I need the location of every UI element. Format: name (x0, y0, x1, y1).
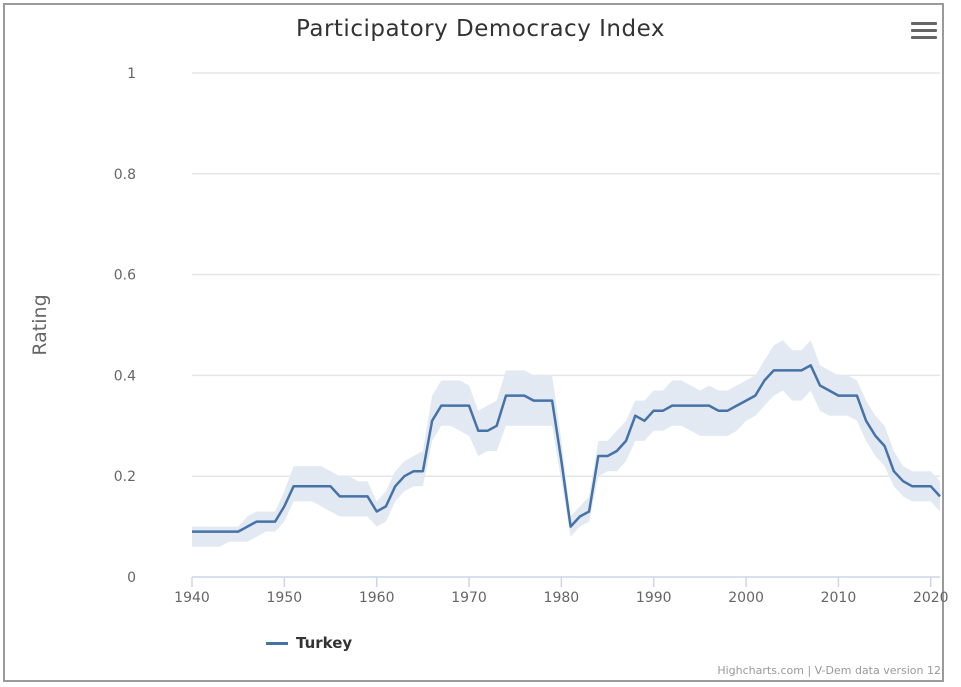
x-tick-label: 2010 (821, 590, 857, 606)
confidence-band (192, 340, 940, 547)
y-tick-label: 1 (127, 66, 136, 82)
y-tick-label: 0.6 (114, 268, 136, 284)
x-tick-label: 1950 (267, 590, 303, 606)
series-line-turkey[interactable] (192, 364, 941, 533)
y-tick-label: 0 (127, 570, 136, 586)
chart-title: Participatory Democracy Index (296, 16, 665, 42)
legend-line-symbol (266, 641, 288, 645)
x-tick-label: 1940 (174, 590, 210, 606)
x-tick-label: 1980 (544, 590, 580, 606)
hamburger-menu-icon[interactable] (911, 22, 937, 44)
x-tick-label: 2000 (728, 590, 764, 606)
x-tick-label: 1970 (451, 590, 487, 606)
x-tick-label: 1960 (359, 590, 395, 606)
legend-label: Turkey (296, 634, 353, 652)
x-tick-label: 2020 (913, 590, 949, 606)
y-tick-label: 0.8 (114, 167, 136, 183)
y-tick-label: 0.2 (114, 469, 136, 485)
y-tick-label: 0.4 (114, 368, 136, 384)
credits-text[interactable]: Highcharts.com | V-Dem data version 12 (717, 664, 941, 677)
x-tick-label: 1990 (636, 590, 672, 606)
legend-item-turkey[interactable]: Turkey (266, 633, 352, 653)
chart-frame (3, 3, 944, 682)
